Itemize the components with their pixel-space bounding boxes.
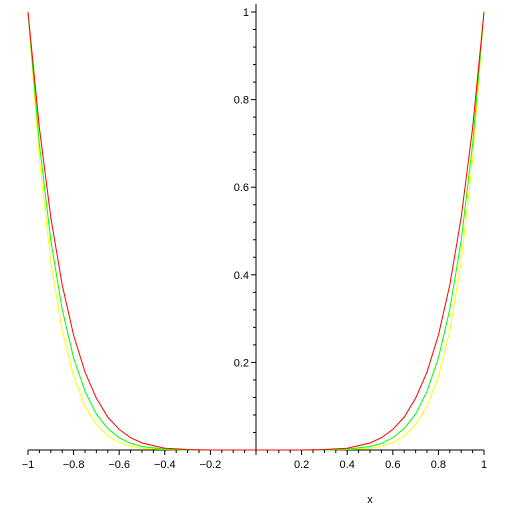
- y-tick-label: 1: [243, 7, 249, 19]
- y-tick-label: 0.4: [234, 270, 249, 282]
- x-tick-label: −1: [22, 459, 35, 471]
- y-axis-ticks: 0.2 0.4 0.6 0.8 1: [234, 7, 256, 433]
- x-tick-label: 0.4: [340, 459, 355, 471]
- x-axis-label: x: [367, 494, 373, 506]
- x-tick-label: −0.6: [108, 459, 130, 471]
- y-tick-label: 0.6: [234, 182, 249, 194]
- x-tick-label: 0.6: [385, 459, 400, 471]
- x-tick-label: −0.8: [63, 459, 85, 471]
- x-axis-ticks: −1 −0.8 −0.6 −0.4 −0.2 0.2 0.4 0.6 0.8 1: [22, 450, 487, 471]
- x-tick-label: 0.8: [431, 459, 446, 471]
- y-tick-label: 0.8: [234, 95, 249, 107]
- x-tick-label: 0.2: [294, 459, 309, 471]
- x-tick-label: −0.4: [154, 459, 176, 471]
- y-tick-label: 0.2: [234, 357, 249, 369]
- x-tick-label: 1: [481, 459, 487, 471]
- x-tick-label: −0.2: [200, 459, 222, 471]
- axes: [28, 4, 484, 451]
